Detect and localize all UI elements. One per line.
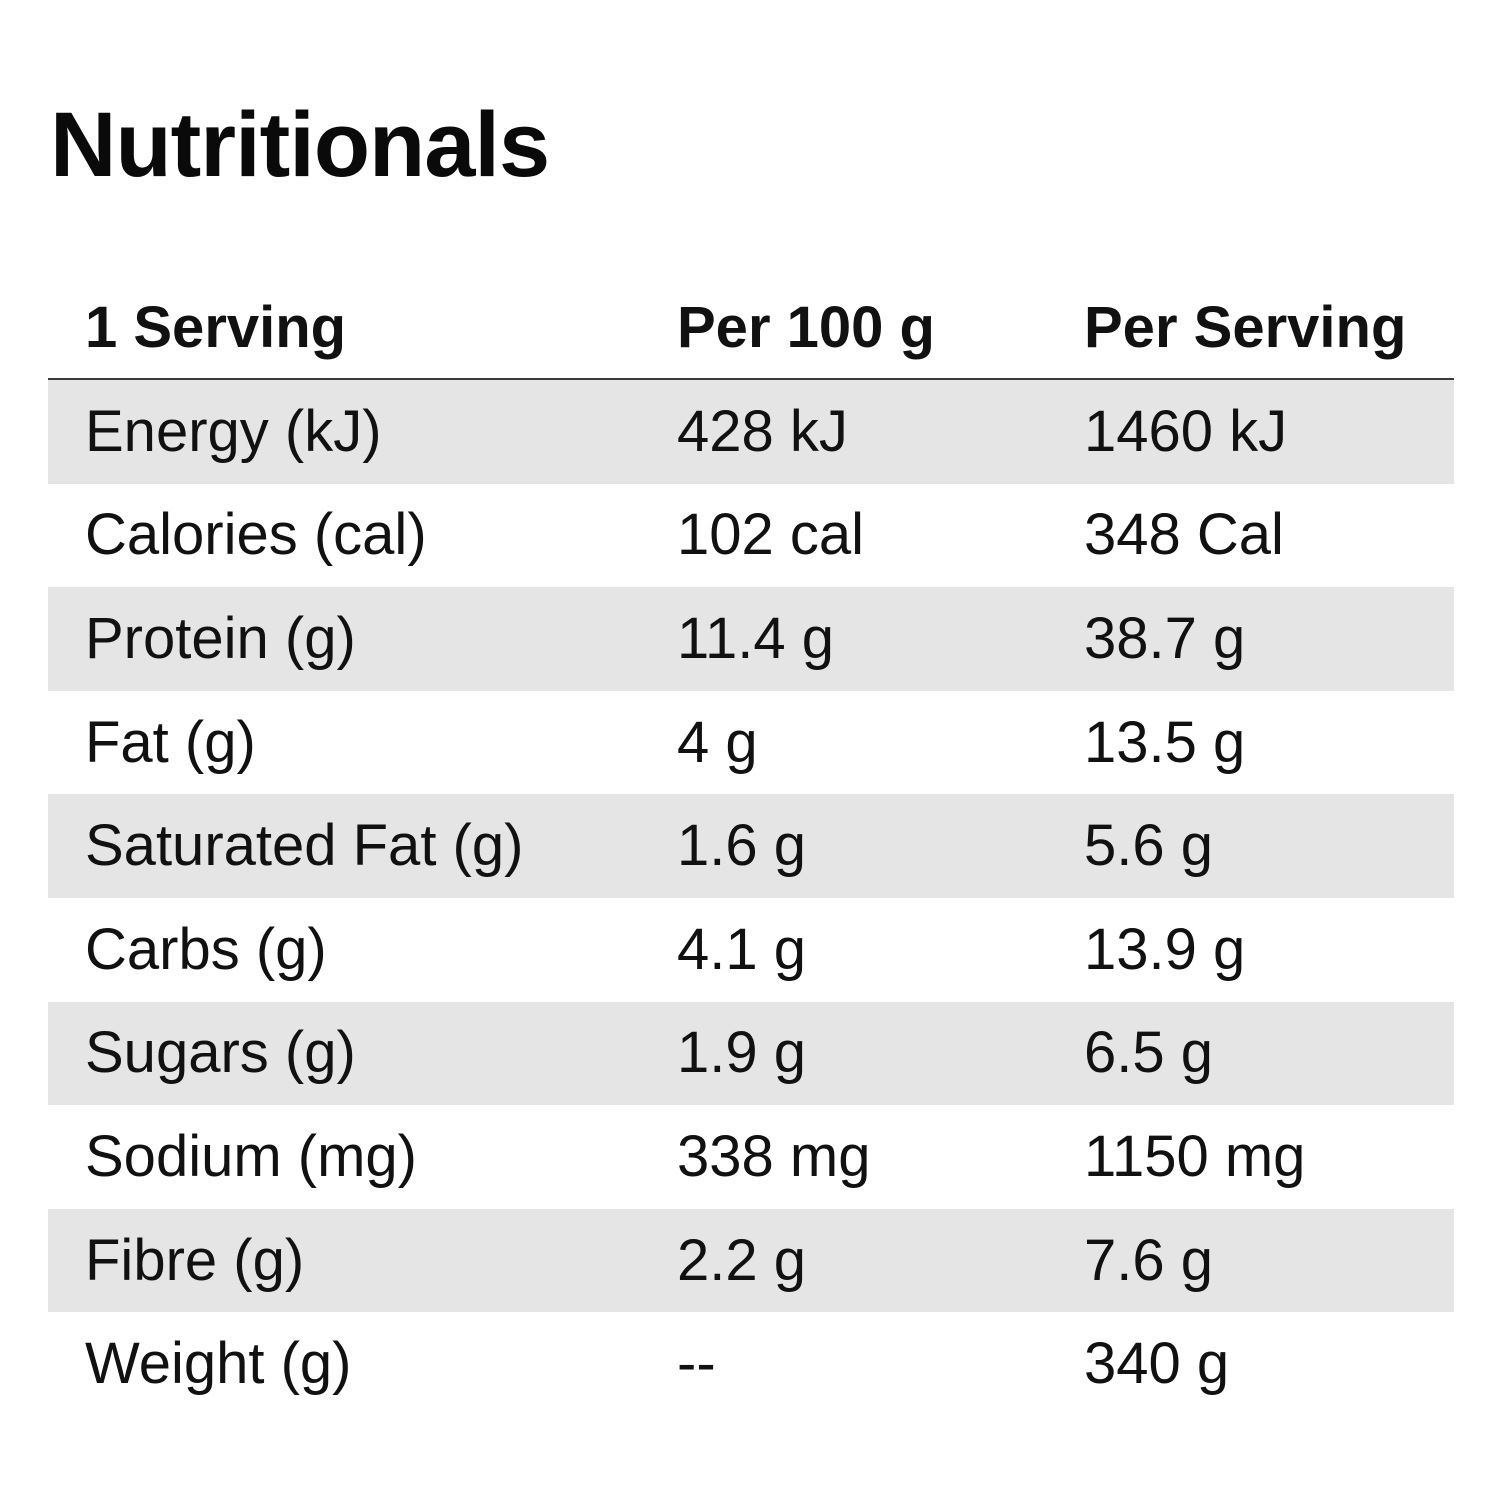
per-100g-value: 4 g <box>677 709 758 775</box>
nutrient-label: Sodium (mg) <box>85 1123 417 1189</box>
table-row: Weight (g) -- 340 g <box>48 1312 1454 1416</box>
nutrient-label: Fat (g) <box>85 709 256 775</box>
nutrient-label: Saturated Fat (g) <box>85 813 524 879</box>
per-serving-value: 5.6 g <box>1084 813 1213 879</box>
table-row: Energy (kJ) 428 kJ 1460 kJ <box>48 380 1454 484</box>
per-100g-value: 102 cal <box>677 502 865 568</box>
table-row: Saturated Fat (g) 1.6 g 5.6 g <box>48 794 1454 898</box>
nutrient-label: Calories (cal) <box>85 502 427 568</box>
per-serving-value: 1150 mg <box>1084 1123 1306 1189</box>
nutrition-table: 1 Serving Per 100 g Per Serving Energy (… <box>48 278 1454 1416</box>
table-body: Energy (kJ) 428 kJ 1460 kJ Calories (cal… <box>48 380 1454 1416</box>
per-100g-value: 428 kJ <box>677 398 848 464</box>
table-row: Sugars (g) 1.9 g 6.5 g <box>48 1001 1454 1106</box>
per-serving-value: 38.7 g <box>1084 605 1246 671</box>
page-title: Nutritionals <box>50 94 550 196</box>
column-header-per-serving: Per Serving <box>1084 295 1407 360</box>
per-serving-value: 1460 kJ <box>1084 398 1288 464</box>
table-header-row: 1 Serving Per 100 g Per Serving <box>48 278 1454 380</box>
per-100g-value: 1.6 g <box>677 813 806 879</box>
nutrient-label: Weight (g) <box>85 1331 352 1397</box>
per-100g-value: 1.9 g <box>677 1020 806 1086</box>
column-header-per-100g: Per 100 g <box>677 295 935 360</box>
per-100g-value: 4.1 g <box>677 916 806 982</box>
table-row: Protein (g) 11.4 g 38.7 g <box>48 587 1454 691</box>
nutrient-label: Carbs (g) <box>85 916 327 982</box>
table-row: Sodium (mg) 338 mg 1150 mg <box>48 1105 1454 1209</box>
per-100g-value: 11.4 g <box>677 605 834 671</box>
column-header-serving: 1 Serving <box>85 295 347 360</box>
per-serving-value: 13.5 g <box>1084 709 1246 775</box>
nutrient-label: Sugars (g) <box>85 1020 356 1086</box>
nutrient-label: Protein (g) <box>85 605 356 671</box>
per-100g-value: 338 mg <box>677 1123 871 1189</box>
table-row: Fibre (g) 2.2 g 7.6 g <box>48 1208 1454 1313</box>
nutrient-label: Fibre (g) <box>85 1227 305 1293</box>
per-serving-value: 348 Cal <box>1084 502 1284 568</box>
per-serving-value: 13.9 g <box>1084 916 1246 982</box>
table-row: Calories (cal) 102 cal 348 Cal <box>48 484 1454 588</box>
nutrient-label: Energy (kJ) <box>85 398 382 464</box>
per-serving-value: 6.5 g <box>1084 1020 1213 1086</box>
table-row: Carbs (g) 4.1 g 13.9 g <box>48 898 1454 1002</box>
per-100g-value: 2.2 g <box>677 1227 806 1293</box>
table-row: Fat (g) 4 g 13.5 g <box>48 691 1454 795</box>
per-serving-value: 340 g <box>1084 1331 1230 1397</box>
per-serving-value: 7.6 g <box>1084 1227 1213 1293</box>
per-100g-value: -- <box>677 1331 716 1397</box>
